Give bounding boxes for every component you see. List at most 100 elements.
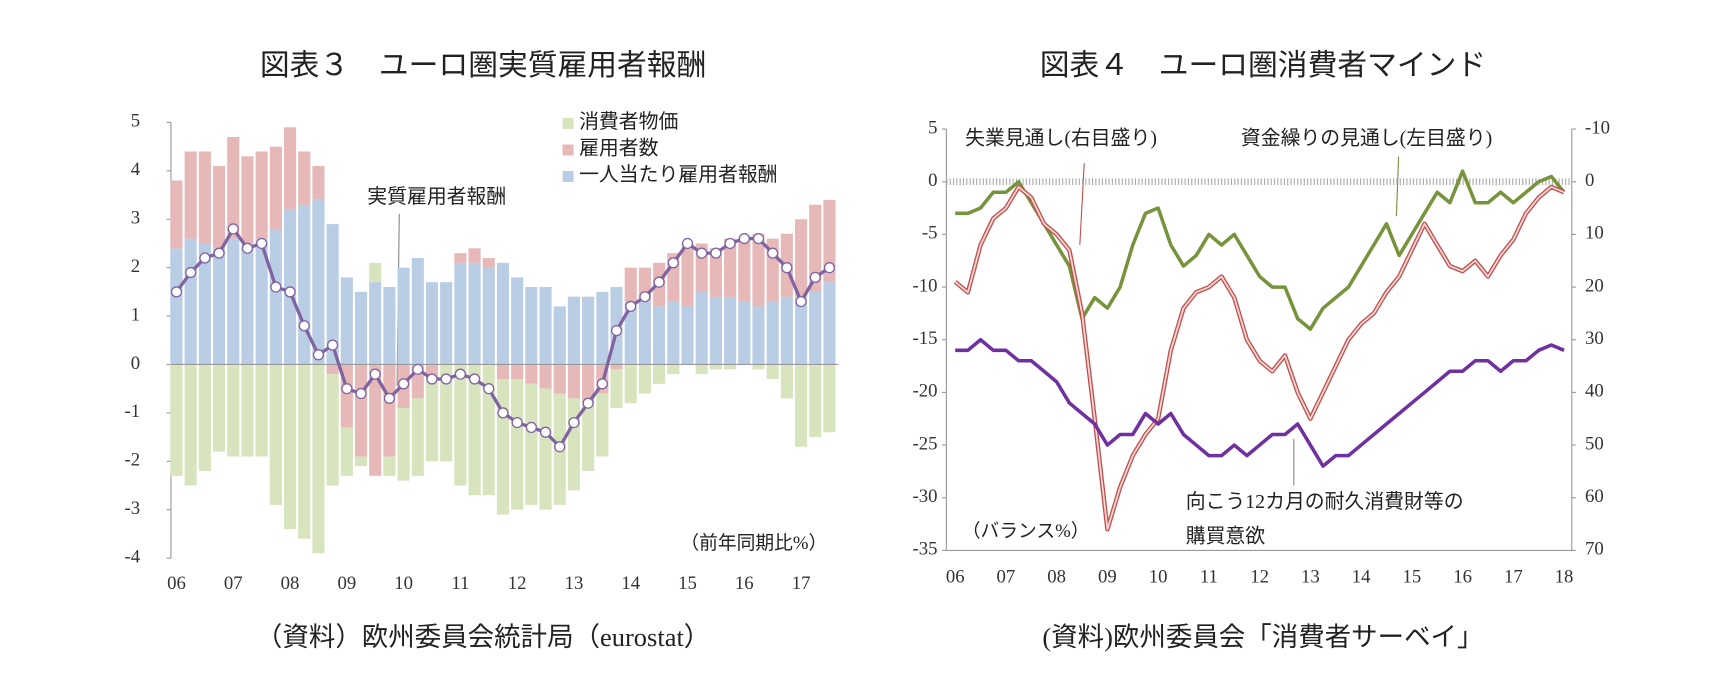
bar: [667, 364, 680, 375]
bar: [383, 364, 396, 457]
bar: [610, 369, 623, 409]
line-point: [724, 237, 736, 250]
y-tick-label: -1: [124, 401, 140, 422]
y2-tick-label: 50: [1585, 433, 1604, 454]
legend-swatch: [562, 170, 574, 182]
bar: [624, 267, 637, 302]
bar: [468, 248, 481, 263]
bar: [425, 379, 439, 462]
bar: [539, 287, 552, 365]
x-tick-label: 17: [792, 573, 811, 594]
y2-tick-label: -10: [1585, 117, 1610, 138]
line-label: 実質雇用者報酬: [367, 186, 506, 208]
bar: [312, 364, 325, 554]
bar: [638, 364, 651, 394]
x-tick-label: 07: [224, 573, 243, 594]
bar: [766, 301, 779, 365]
bar: [170, 364, 183, 476]
y-tick-label: 1: [131, 304, 140, 325]
line-point: [823, 262, 836, 274]
bar: [582, 364, 595, 404]
x-tick-label: 10: [394, 573, 413, 594]
bar: [184, 364, 197, 486]
legend-label: 雇用者数: [579, 138, 659, 160]
y2-tick-label: 60: [1585, 486, 1604, 507]
figure-content: 図表３ ユーロ圏実質雇用者報酬 （資料）欧州委員会統計局（eurostat） （前年…: [124, 49, 1610, 652]
line-point: [696, 247, 708, 259]
bar: [567, 364, 581, 399]
bar: [525, 287, 538, 365]
bar: [198, 151, 211, 244]
bar: [724, 238, 737, 297]
line-point: [539, 426, 552, 438]
y2-tick-label: 0: [1585, 170, 1594, 191]
bar: [283, 364, 297, 530]
bar: [667, 301, 680, 365]
bar: [454, 253, 467, 263]
bar: [780, 296, 793, 365]
line-point: [525, 421, 537, 434]
bar: [496, 364, 510, 380]
bar: [170, 248, 183, 365]
line-point: [270, 281, 282, 293]
line-point: [653, 276, 665, 288]
annotation-arrow: [1079, 163, 1085, 245]
bar: [582, 403, 595, 471]
bar: [809, 204, 822, 292]
line-point: [369, 368, 381, 380]
y-tick-label: 5: [928, 117, 937, 138]
bar: [298, 364, 311, 539]
bar: [695, 364, 708, 375]
line-point: [298, 320, 310, 332]
bar: [383, 456, 396, 476]
x-tick-label: 15: [678, 573, 697, 594]
x-tick-label: 16: [1453, 566, 1472, 587]
line-point: [809, 271, 821, 283]
bar: [269, 228, 282, 365]
bar: [567, 398, 581, 491]
bar: [454, 262, 467, 365]
line-point: [554, 441, 566, 453]
x-tick-label: 09: [337, 573, 356, 594]
bar: [511, 379, 524, 510]
line-point: [213, 247, 225, 259]
x-tick-label: 14: [1352, 566, 1371, 587]
bar: [624, 301, 637, 365]
bar: [738, 301, 751, 365]
line-point: [639, 291, 651, 303]
y-tick-label: 2: [131, 256, 140, 277]
bar: [397, 267, 410, 365]
legend-swatch: [562, 144, 574, 156]
y2-tick-label: 30: [1585, 328, 1604, 349]
bar: [596, 393, 609, 457]
line-point: [681, 237, 694, 250]
y-tick-label: -20: [913, 381, 938, 402]
bar: [255, 238, 268, 365]
y-tick-label: -4: [124, 546, 140, 567]
bar: [752, 364, 765, 370]
y-tick-label: -10: [913, 275, 938, 296]
bar: [681, 248, 694, 307]
x-tick-label: 09: [1098, 566, 1117, 587]
bar: [610, 364, 623, 370]
bar: [525, 364, 538, 384]
y-tick-label: -35: [913, 539, 938, 560]
bar: [454, 364, 467, 486]
bar: [823, 282, 836, 365]
x-tick-label: 08: [281, 573, 300, 594]
x-tick-label: 18: [1555, 566, 1574, 587]
bar: [794, 296, 808, 365]
x-tick-label: 06: [946, 566, 965, 587]
bar: [340, 427, 353, 476]
bar: [681, 306, 694, 365]
x-tick-label: 11: [1200, 566, 1218, 587]
bar: [283, 127, 297, 210]
line-point: [199, 252, 211, 264]
bar: [511, 364, 524, 380]
bar: [525, 383, 538, 505]
bar: [411, 257, 424, 365]
y2-tick-label: 20: [1585, 275, 1604, 296]
bar: [212, 364, 226, 452]
